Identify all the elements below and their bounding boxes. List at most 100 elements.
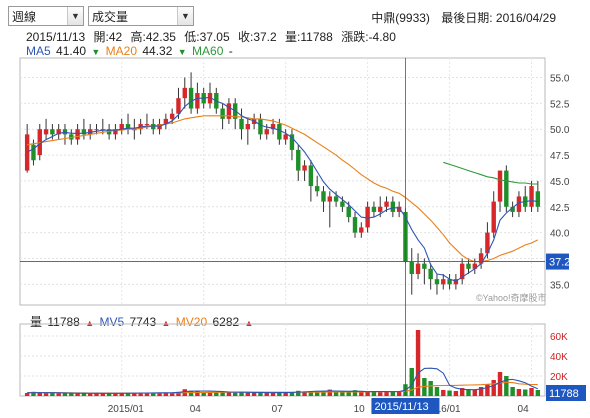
candle[interactable]: [182, 87, 187, 99]
candle[interactable]: [478, 253, 484, 264]
candle[interactable]: [207, 93, 213, 104]
volume-bar[interactable]: [529, 388, 534, 396]
candle[interactable]: [340, 201, 345, 207]
candle[interactable]: [535, 191, 541, 207]
volume-bar[interactable]: [69, 392, 74, 396]
candle[interactable]: [415, 263, 421, 274]
volume-bar[interactable]: [415, 330, 421, 396]
volume-bar[interactable]: [466, 389, 471, 396]
volume-bar[interactable]: [239, 392, 244, 396]
candle[interactable]: [472, 263, 478, 269]
volume-bar[interactable]: [245, 392, 251, 396]
volume-bar[interactable]: [535, 390, 541, 396]
volume-bar[interactable]: [390, 391, 396, 396]
candle[interactable]: [491, 201, 496, 233]
volume-bar[interactable]: [151, 393, 156, 396]
volume-bar[interactable]: [378, 392, 383, 396]
volume-bar[interactable]: [396, 391, 402, 396]
candle[interactable]: [302, 165, 307, 171]
volume-bar[interactable]: [214, 392, 219, 396]
volume-bar[interactable]: [485, 384, 490, 396]
candle[interactable]: [195, 93, 200, 109]
volume-bar[interactable]: [340, 392, 345, 396]
candle[interactable]: [24, 134, 30, 171]
candle[interactable]: [119, 124, 124, 130]
volume-bar[interactable]: [327, 389, 332, 396]
candle[interactable]: [239, 118, 244, 130]
candle[interactable]: [289, 134, 295, 150]
candle[interactable]: [308, 165, 314, 187]
volume-bar[interactable]: [100, 393, 106, 396]
volume-bar[interactable]: [50, 393, 55, 396]
volume-bar[interactable]: [144, 393, 150, 396]
candle[interactable]: [169, 113, 175, 119]
candle[interactable]: [258, 118, 263, 135]
candle[interactable]: [176, 98, 181, 114]
candle[interactable]: [327, 196, 332, 202]
candle[interactable]: [264, 129, 269, 135]
volume-bar[interactable]: [113, 392, 118, 396]
candle[interactable]: [113, 129, 118, 135]
candle[interactable]: [504, 170, 509, 207]
candle[interactable]: [459, 263, 465, 280]
candle[interactable]: [220, 108, 225, 119]
volume-bar[interactable]: [258, 392, 263, 396]
volume-bar[interactable]: [138, 392, 143, 397]
volume-bar[interactable]: [43, 393, 49, 396]
candle[interactable]: [422, 263, 427, 269]
volume-bar[interactable]: [56, 393, 61, 397]
volume-bar[interactable]: [125, 393, 131, 396]
candle[interactable]: [428, 268, 433, 280]
volume-bar[interactable]: [516, 389, 522, 396]
candle[interactable]: [144, 124, 150, 126]
volume-bar[interactable]: [251, 393, 257, 396]
volume-bar[interactable]: [226, 391, 232, 396]
volume-bar[interactable]: [283, 392, 288, 396]
candle[interactable]: [485, 232, 490, 254]
volume-bar[interactable]: [264, 392, 269, 396]
volume-bar[interactable]: [472, 390, 478, 396]
volume-bar[interactable]: [163, 392, 169, 396]
candle[interactable]: [163, 118, 169, 125]
candle[interactable]: [497, 170, 503, 202]
volume-bar[interactable]: [289, 392, 295, 396]
volume-bar[interactable]: [314, 391, 320, 396]
volume-bar[interactable]: [87, 393, 93, 396]
volume-bar[interactable]: [277, 392, 282, 396]
candle[interactable]: [321, 191, 326, 202]
volume-bar[interactable]: [106, 393, 112, 397]
candle[interactable]: [365, 206, 370, 228]
volume-bar[interactable]: [333, 391, 339, 396]
volume-bar[interactable]: [132, 392, 137, 396]
volume-bar[interactable]: [37, 392, 42, 397]
volume-bar[interactable]: [371, 391, 377, 396]
candle[interactable]: [56, 129, 61, 135]
volume-bar[interactable]: [478, 387, 484, 396]
volume-bar[interactable]: [510, 387, 515, 396]
period-select[interactable]: 週線 ▼: [8, 6, 84, 26]
candle[interactable]: [441, 279, 446, 285]
volume-bar[interactable]: [207, 391, 213, 396]
volume-bar[interactable]: [201, 392, 206, 396]
candle[interactable]: [226, 103, 232, 119]
candle[interactable]: [516, 196, 522, 212]
volume-bar[interactable]: [384, 391, 389, 396]
volume-bar[interactable]: [504, 376, 509, 396]
volume-bar[interactable]: [75, 393, 80, 396]
volume-bar[interactable]: [441, 390, 446, 396]
candle[interactable]: [314, 186, 320, 192]
candle[interactable]: [346, 206, 351, 218]
candle[interactable]: [75, 129, 80, 140]
volume-bar[interactable]: [94, 393, 99, 396]
volume-bar[interactable]: [233, 392, 238, 396]
volume-bar[interactable]: [296, 390, 301, 396]
volume-bar[interactable]: [321, 390, 326, 396]
volume-bar[interactable]: [422, 378, 427, 396]
volume-bar[interactable]: [308, 391, 314, 396]
volume-bar[interactable]: [119, 393, 124, 396]
candle[interactable]: [378, 206, 383, 212]
volume-bar[interactable]: [176, 391, 181, 396]
volume-bar[interactable]: [346, 392, 351, 396]
volume-bar[interactable]: [195, 391, 200, 397]
volume-bar[interactable]: [31, 391, 36, 396]
